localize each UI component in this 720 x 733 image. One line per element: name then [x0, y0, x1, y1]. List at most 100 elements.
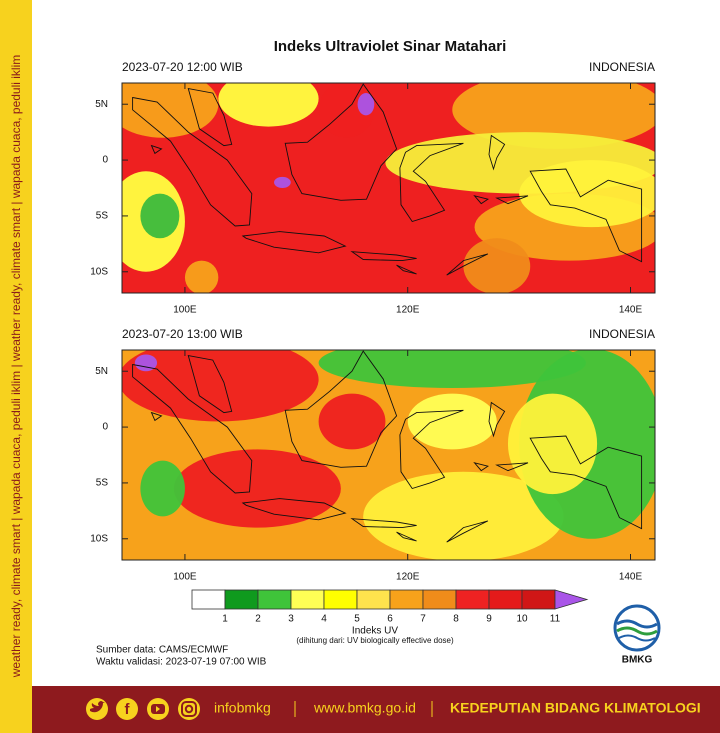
colorbar-label: Indeks UV: [352, 626, 398, 637]
x-tick-label: 120E: [396, 305, 420, 316]
footer-website: www.bmkg.go.id: [313, 700, 416, 716]
field-region: [407, 393, 497, 450]
y-tick-label: 10S: [90, 266, 108, 277]
colorbar-tick-label: 10: [516, 614, 528, 625]
coastline: [396, 531, 417, 542]
coastline: [241, 498, 347, 521]
field-region: [122, 350, 319, 422]
uv-field: [122, 83, 655, 293]
coastline: [241, 231, 347, 254]
field-region: [318, 350, 586, 388]
map-time: 2023-07-20 13:00 WIB: [122, 327, 243, 341]
colorbar-tick-label: 7: [420, 614, 426, 625]
field-region: [140, 460, 185, 517]
coastline: [132, 363, 253, 494]
field-region: [519, 160, 655, 228]
colorbar-tick-label: 4: [321, 614, 327, 625]
coastline: [473, 462, 490, 472]
coastline: [473, 195, 490, 205]
map-frame: [121, 349, 656, 561]
coastline: [187, 88, 233, 147]
source: Sumber data: CAMS/ECMWF: [96, 645, 228, 656]
validation: Waktu validasi: 2023-07-19 07:00 WIB: [96, 657, 267, 668]
colorbar-tick-label: 2: [255, 614, 261, 625]
sidebar-text: weather ready, climate smart | wapada cu…: [9, 55, 23, 679]
coastline: [284, 350, 398, 468]
coastline: [396, 264, 417, 275]
svg-text:f: f: [125, 701, 131, 718]
map-region: INDONESIA: [589, 60, 655, 74]
field-region: [363, 471, 564, 560]
coastline: [284, 83, 398, 201]
x-tick-label: 120E: [396, 572, 420, 583]
colorbar-box: [455, 589, 490, 610]
title: Indeks Ultraviolet Sinar Matahari: [274, 38, 507, 55]
x-tick-label: 100E: [173, 305, 197, 316]
coastline: [446, 253, 489, 276]
bmkg-logo: BMKG: [613, 604, 661, 666]
field-region: [357, 93, 375, 116]
colorbar-tick-label: 1: [222, 614, 228, 625]
coastline: [529, 435, 643, 530]
coastline: [488, 134, 506, 171]
y-tick-label: 5N: [95, 99, 108, 110]
field-region: [463, 238, 531, 293]
colorbar-extend: [554, 589, 589, 610]
colorbar-box: [191, 589, 226, 610]
field-region: [140, 193, 180, 239]
field-region: [173, 449, 341, 528]
coastline: [488, 401, 506, 438]
x-tick-label: 140E: [619, 572, 643, 583]
footer-corner: [0, 686, 32, 733]
colorbar-tick-label: 8: [453, 614, 459, 625]
colorbar-box: [389, 589, 424, 610]
colorbar-box: [257, 589, 292, 610]
colorbar-box: [356, 589, 391, 610]
coastline: [150, 411, 163, 422]
y-tick-label: 5S: [96, 211, 109, 222]
coastline: [495, 462, 529, 472]
field-region: [122, 83, 219, 138]
x-tick-label: 140E: [619, 305, 643, 316]
social-icons: f: [86, 698, 200, 720]
colorbar-tick-label: 5: [354, 614, 360, 625]
colorbar-box: [224, 589, 259, 610]
coastline: [446, 520, 489, 543]
y-tick-label: 5S: [96, 478, 109, 489]
coastline: [150, 144, 163, 155]
footer-division: KEDEPUTIAN BIDANG KLIMATOLOGI: [450, 700, 701, 716]
logo-text: BMKG: [622, 655, 653, 666]
colorbar-box: [323, 589, 358, 610]
y-tick-label: 10S: [90, 533, 108, 544]
field-region: [218, 83, 319, 127]
colorbar-box: [521, 589, 556, 610]
y-tick-label: 5N: [95, 366, 108, 377]
coastline: [132, 96, 253, 227]
field-region: [507, 393, 598, 495]
footer-handle: infobmkg: [214, 700, 271, 716]
coastline: [350, 251, 417, 262]
field-region: [184, 260, 219, 293]
colorbar-box: [422, 589, 457, 610]
facebook-icon[interactable]: [116, 698, 138, 720]
colorbar-box: [488, 589, 523, 610]
field-region: [318, 393, 386, 450]
coastline: [399, 409, 464, 490]
map-time: 2023-07-20 12:00 WIB: [122, 60, 243, 74]
map-frame: [121, 82, 656, 294]
colorbar-tick-label: 9: [486, 614, 492, 625]
y-tick-label: 0: [102, 422, 108, 433]
y-tick-label: 0: [102, 155, 108, 166]
map-region: INDONESIA: [589, 327, 655, 341]
colorbar-tick-label: 6: [387, 614, 393, 625]
colorbar-note: (dihitung dari: UV biologically effectiv…: [296, 636, 454, 645]
colorbar-tick-label: 3: [288, 614, 294, 625]
field-region: [274, 176, 291, 188]
coastline: [529, 168, 643, 263]
coastline: [350, 518, 417, 529]
x-tick-label: 100E: [173, 572, 197, 583]
coastline: [187, 355, 233, 414]
field-region: [452, 83, 655, 149]
